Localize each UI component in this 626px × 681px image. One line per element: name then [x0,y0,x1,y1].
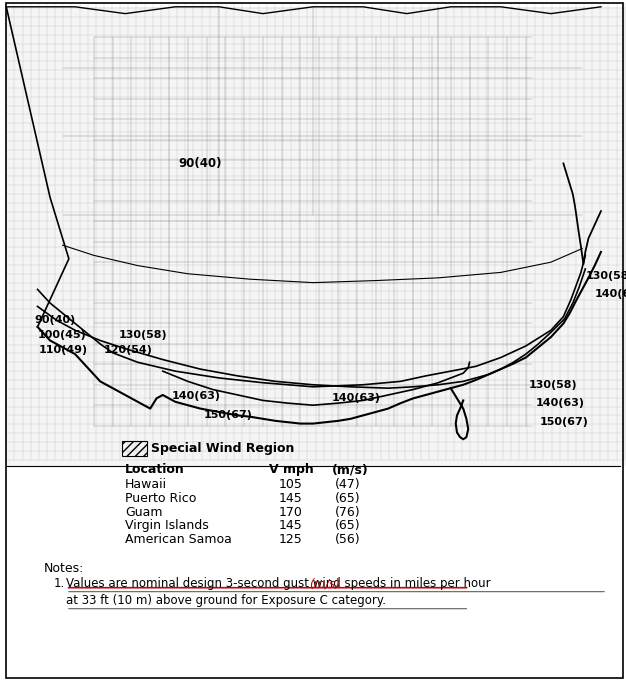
Text: 120(54): 120(54) [103,345,152,355]
Text: 105: 105 [279,478,302,492]
Text: 140(63): 140(63) [172,392,221,401]
Bar [122,441,147,456]
Text: (56): (56) [335,533,361,546]
Text: 150(67): 150(67) [203,411,252,420]
Text: (47): (47) [335,478,361,492]
Text: Special Wind Region: Special Wind Region [151,442,295,456]
Text: Guam: Guam [125,505,163,519]
Text: 140(63): 140(63) [332,394,381,403]
Text: V mph: V mph [269,463,314,477]
Text: Puerto Rico: Puerto Rico [125,492,197,505]
Text: 140(63): 140(63) [595,289,626,299]
Text: 110(49): 110(49) [39,345,88,355]
Text: 130(58): 130(58) [119,330,168,340]
Text: at 33 ft (10 m) above ground for Exposure C category.: at 33 ft (10 m) above ground for Exposur… [66,594,386,607]
Text: Virgin Islands: Virgin Islands [125,519,209,533]
Text: 150(67): 150(67) [540,417,588,427]
Text: Values are nominal design 3-second gust wind speeds in miles per hour: Values are nominal design 3-second gust … [66,577,494,590]
Text: 145: 145 [279,519,302,533]
Text: 130(58): 130(58) [585,271,626,281]
Text: 140(63): 140(63) [535,398,584,408]
Text: Notes:: Notes: [44,562,84,575]
Text: 125: 125 [279,533,302,546]
Text: Location: Location [125,463,185,477]
Text: 100(45): 100(45) [38,330,86,340]
Text: 130(58): 130(58) [529,380,578,390]
Text: Hawaii: Hawaii [125,478,167,492]
Text: (65): (65) [335,519,361,533]
Text: 145: 145 [279,492,302,505]
Text: 90(40): 90(40) [34,315,76,325]
Text: 1.: 1. [53,577,64,590]
Text: (65): (65) [335,492,361,505]
Text: American Samoa: American Samoa [125,533,232,546]
Text: 90(40): 90(40) [178,157,222,170]
Bar [6,7,626,466]
Text: (m/s): (m/s) [309,577,340,590]
Text: (m/s): (m/s) [332,463,369,477]
Text: (76): (76) [335,505,361,519]
Text: 170: 170 [279,505,302,519]
